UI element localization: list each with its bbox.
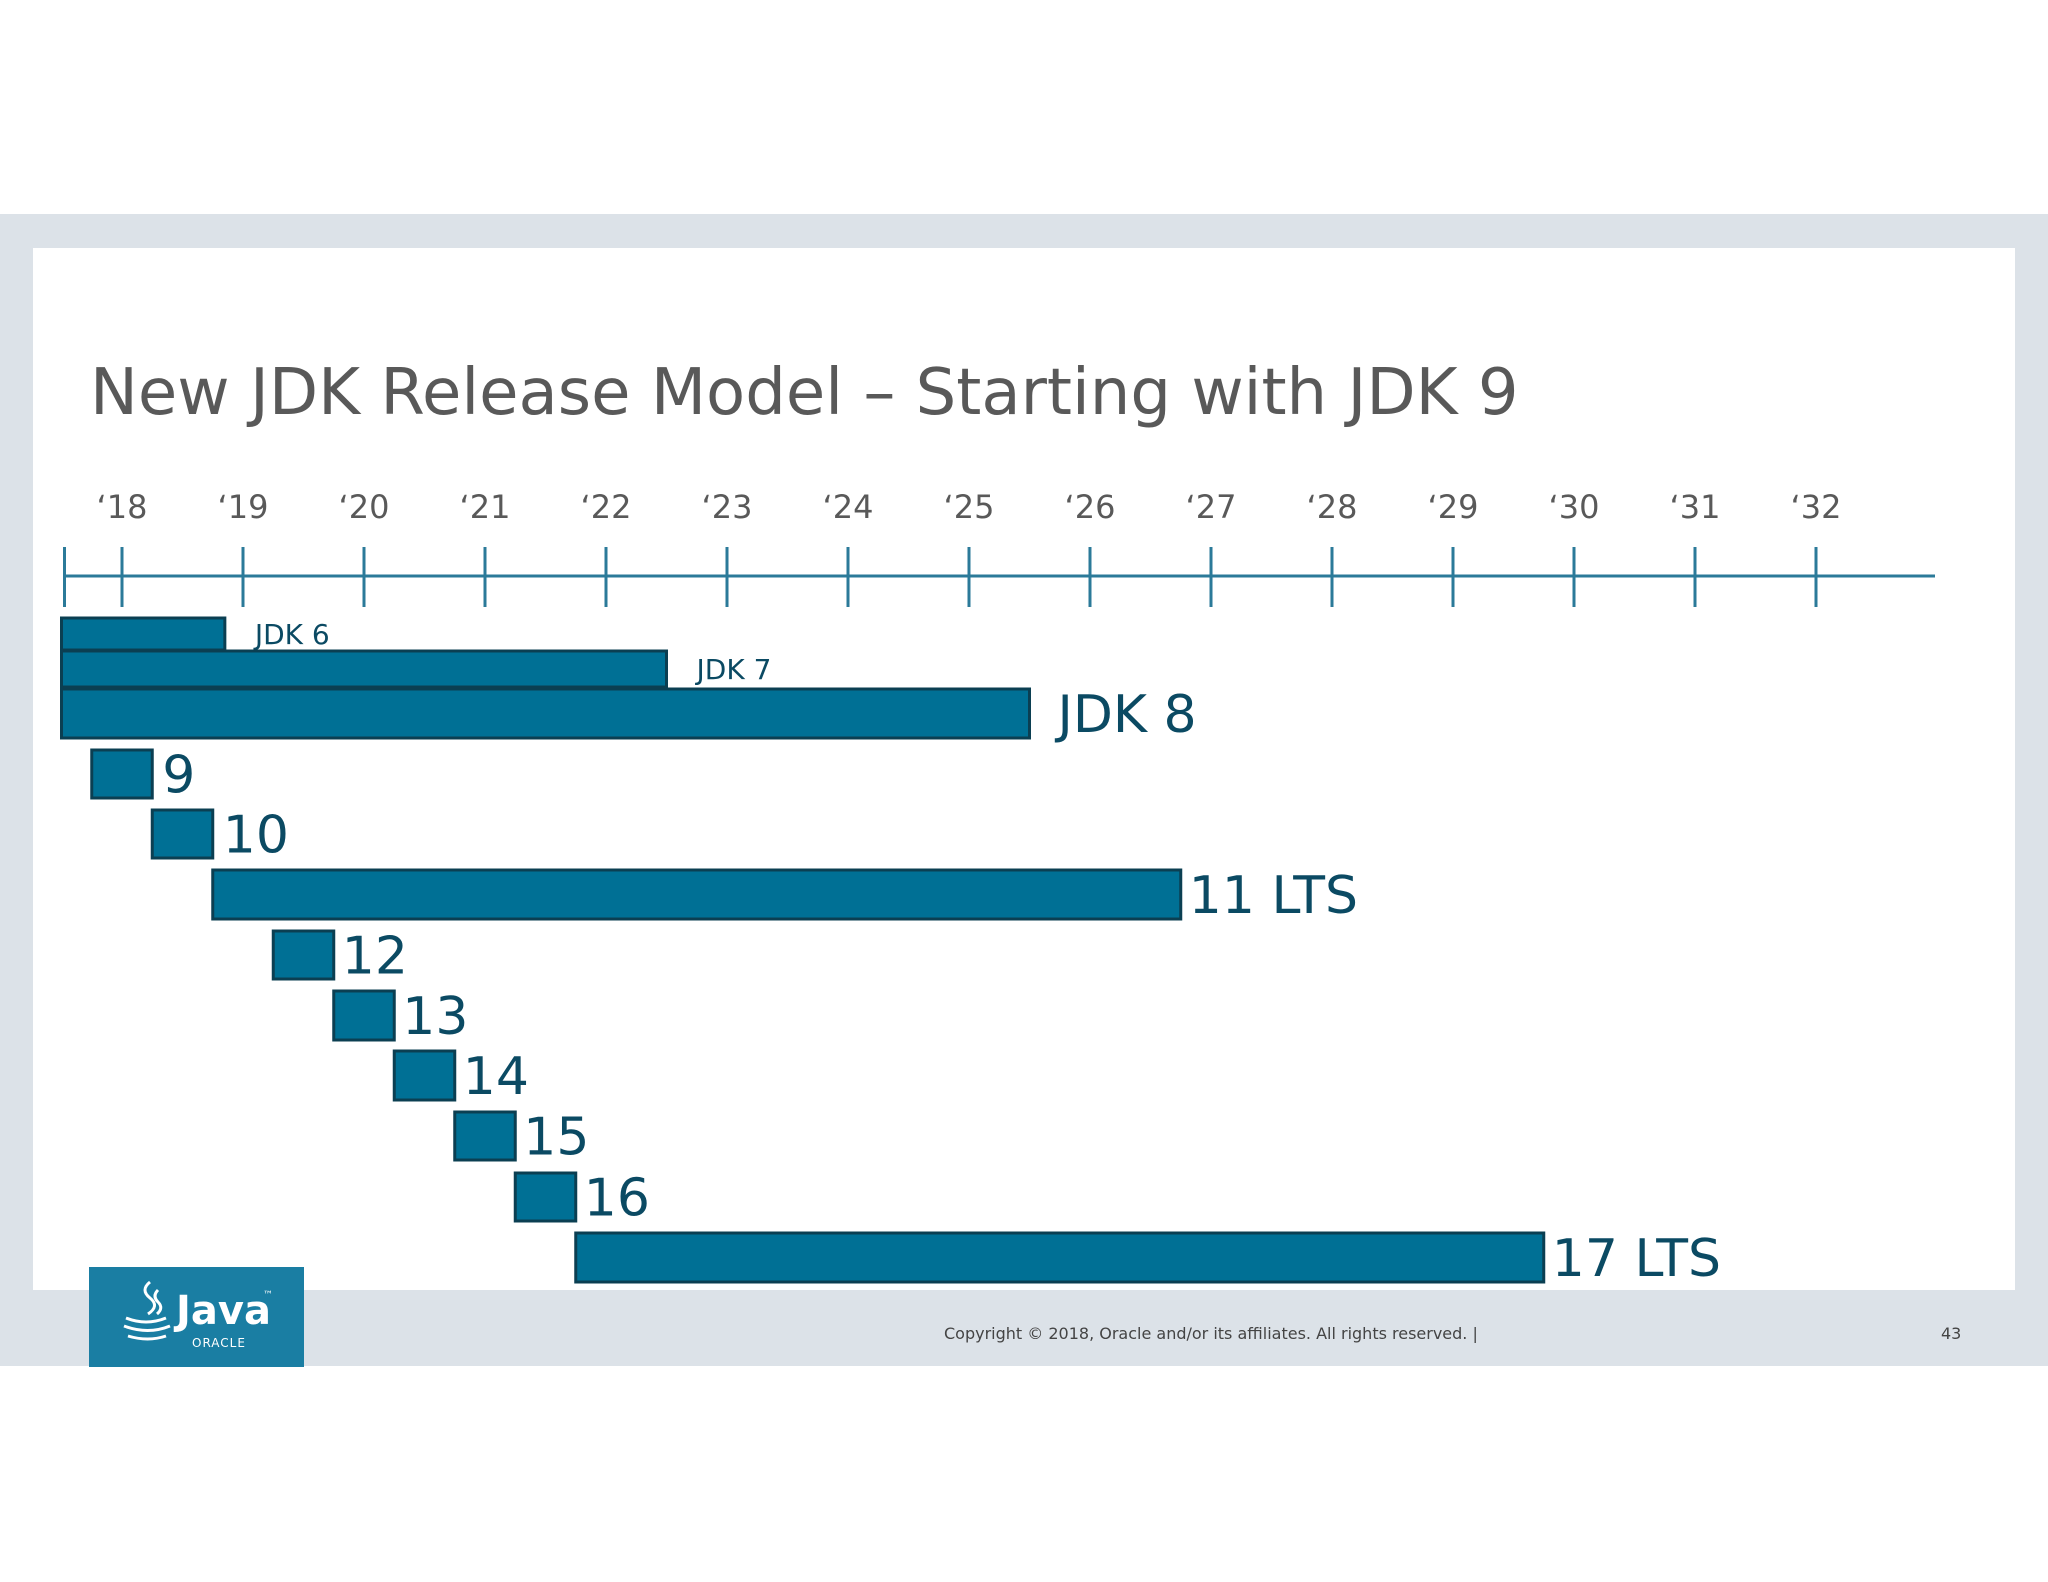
release-bar [211, 868, 1183, 921]
release-bar-label: 11 LTS [1189, 866, 1358, 926]
coffee-cup-icon [123, 1280, 171, 1341]
release-bar [60, 687, 1031, 740]
logo-company: ORACLE [192, 1336, 246, 1350]
release-bar-label: 12 [342, 927, 408, 987]
release-bar [392, 1049, 457, 1102]
axis-tick-label: ‘24 [823, 488, 874, 526]
axis-tick-label: ‘28 [1307, 488, 1358, 526]
release-bar-label: 13 [402, 987, 468, 1047]
copyright-text: Copyright © 2018, Oracle and/or its affi… [944, 1324, 1478, 1343]
java-oracle-logo: Java ™ ORACLE [89, 1267, 304, 1367]
release-bar-label: 17 LTS [1552, 1229, 1721, 1289]
release-bar-label: JDK 7 [695, 653, 772, 686]
release-bar-label: JDK 6 [253, 618, 330, 651]
axis-tick-label: ‘22 [581, 488, 632, 526]
release-bar [60, 616, 227, 652]
release-bar [90, 748, 154, 800]
release-bar-label: 14 [463, 1047, 529, 1107]
axis-tick-label: ‘25 [944, 488, 995, 526]
release-bar [453, 1110, 517, 1162]
axis-tick-label: ‘20 [339, 488, 390, 526]
axis-tick-label: ‘26 [1065, 488, 1116, 526]
page-title: New JDK Release Model – Starting with JD… [90, 356, 1519, 430]
axis-tick-label: ‘23 [702, 488, 753, 526]
release-bar [271, 929, 336, 981]
release-bar [150, 808, 215, 860]
axis-tick-label: ‘30 [1549, 488, 1600, 526]
release-bar-label: 16 [584, 1169, 650, 1229]
axis-tick-label: ‘29 [1428, 488, 1479, 526]
axis-tick-label: ‘31 [1670, 488, 1721, 526]
axis-tick-label: ‘32 [1791, 488, 1842, 526]
logo-trademark: ™ [263, 1290, 273, 1301]
page-number: 43 [1941, 1324, 1961, 1343]
timeline-axis: ‘18 ‘19 ‘20 ‘21 ‘22 ‘23 ‘24 ‘25 ‘26 ‘27 ‘28 ‘29 ‘30 ‘… [63, 488, 1935, 607]
release-bar-label: 10 [223, 806, 289, 866]
frame-right [2015, 214, 2048, 1366]
axis-tick-label: ‘21 [460, 488, 511, 526]
logo-background [89, 1267, 304, 1367]
frame-left [0, 214, 33, 1366]
release-bar [574, 1231, 1546, 1284]
release-bar [332, 989, 396, 1042]
axis-tick-label: ‘27 [1186, 488, 1237, 526]
axis-tick-label: ‘18 [97, 488, 148, 526]
slide-body [33, 248, 2015, 1290]
frame-bottom [0, 1290, 2048, 1366]
release-bar-label: 15 [523, 1108, 589, 1168]
frame-top [0, 214, 2048, 248]
axis-tick-label: ‘19 [218, 488, 269, 526]
release-bar [513, 1171, 578, 1223]
release-bar-label: JDK 8 [1055, 685, 1197, 745]
release-bar [60, 649, 668, 689]
release-bar-label: 9 [162, 746, 195, 806]
logo-wordmark: Java [173, 1288, 271, 1334]
